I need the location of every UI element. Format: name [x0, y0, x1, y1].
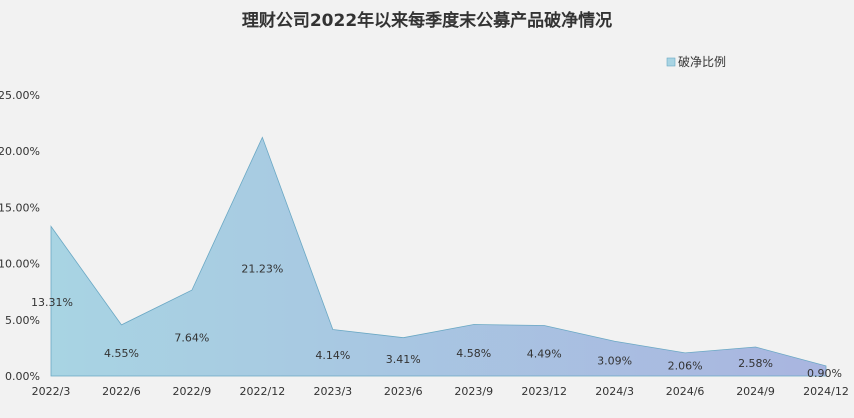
plot-area [50, 136, 827, 377]
x-tick-label: 2024/3 [595, 385, 634, 398]
y-axis: 0.00% 5.00% 10.00% 15.00% 20.00% 25.00% [0, 89, 40, 383]
x-tick-label: 2024/9 [736, 385, 775, 398]
x-tick-label: 2024/6 [666, 385, 705, 398]
y-tick-label: 10.00% [0, 258, 40, 271]
x-tick-label: 2023/12 [521, 385, 567, 398]
data-label: 13.31% [31, 296, 73, 309]
legend-swatch [666, 57, 676, 67]
x-tick-label: 2023/9 [454, 385, 493, 398]
data-label: 4.58% [456, 347, 491, 360]
x-tick-label: 2022/12 [240, 385, 286, 398]
data-label: 2.06% [668, 360, 703, 373]
data-label: 2.58% [738, 357, 773, 370]
y-tick-label: 15.00% [0, 201, 40, 214]
x-axis: 2022/3 2022/6 2022/9 2022/12 2023/3 2023/6 202… [32, 385, 849, 398]
data-label: 4.55% [104, 347, 139, 360]
data-label: 21.23% [241, 263, 283, 276]
x-tick-label: 2023/3 [313, 385, 352, 398]
data-label: 4.14% [315, 349, 350, 362]
data-label: 0.90% [807, 367, 842, 380]
data-label: 4.49% [527, 347, 562, 360]
x-tick-label: 2022/6 [102, 385, 141, 398]
legend-label: 破净比例 [678, 54, 726, 69]
data-label: 3.09% [597, 354, 632, 367]
x-tick-label: 2024/12 [803, 385, 849, 398]
x-tick-label: 2023/6 [384, 385, 423, 398]
y-tick-label: 20.00% [0, 145, 40, 158]
chart-title: 理财公司2022年以来每季度末公募产品破净情况 [242, 10, 612, 31]
legend: 破净比例 [666, 54, 726, 69]
x-tick-label: 2022/9 [173, 385, 212, 398]
area-series [50, 136, 827, 377]
data-label: 3.41% [386, 353, 421, 366]
y-tick-label: 25.00% [0, 89, 40, 102]
x-tick-label: 2022/3 [32, 385, 71, 398]
data-label: 7.64% [174, 331, 209, 344]
data-labels: 13.31% 4.55% 7.64% 21.23% 4.14% 3.41% 4.58% 4.4… [31, 263, 842, 380]
y-tick-label: 0.00% [5, 370, 40, 383]
y-tick-label: 5.00% [5, 314, 40, 327]
